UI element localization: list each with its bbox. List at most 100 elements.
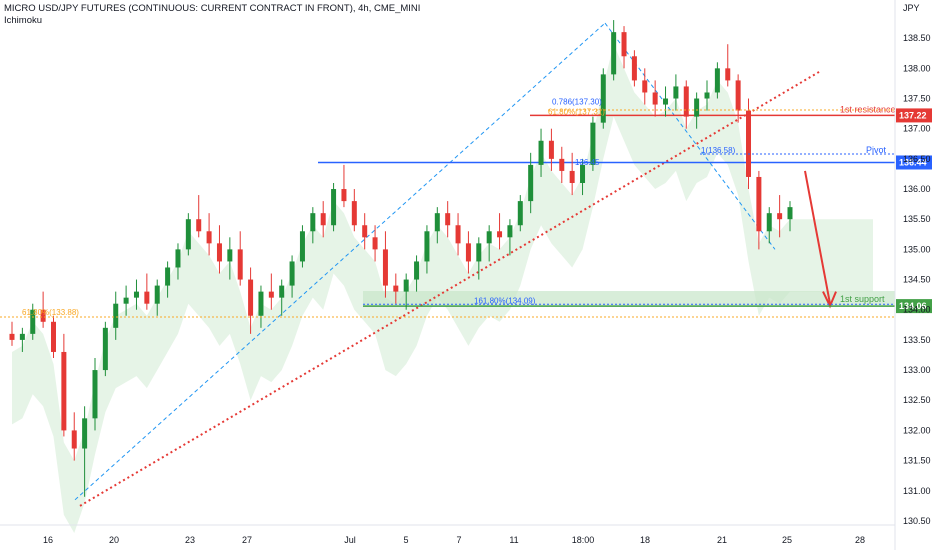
y-tick-label: 132.00 [903, 425, 931, 435]
fib-label: 136.45 [575, 158, 600, 167]
candle-body [652, 92, 658, 105]
candle-body [9, 333, 15, 340]
candle-body [237, 249, 243, 280]
candle-body [746, 110, 752, 177]
candle-body [611, 32, 617, 75]
time-axis[interactable]: 16 20 23 27 Jul 5 7 11 18:00 18 21 25 28 [0, 524, 895, 545]
candle-body [673, 86, 679, 99]
candle-body [683, 86, 689, 117]
y-tick-label: 137.00 [903, 124, 931, 134]
candle-body [393, 285, 399, 292]
candle-body [382, 249, 388, 286]
candle-body [486, 231, 492, 244]
level-annotation: 1st support [840, 294, 885, 304]
candle-body [30, 309, 36, 334]
candle-body [766, 213, 772, 232]
candle-body [362, 225, 368, 238]
fib-label: 61.80%(137.31) [548, 108, 605, 117]
support-zone-rect [363, 291, 895, 307]
candle-body [445, 213, 451, 226]
candle-body [434, 213, 440, 232]
y-tick-label: 133.00 [903, 365, 931, 375]
candle-body [725, 68, 731, 81]
candle-body [185, 219, 191, 250]
candle-body [455, 225, 461, 244]
chart-title: MICRO USD/JPY FUTURES (CONTINUOUS: CURRE… [4, 3, 421, 14]
y-tick-label: 134.50 [903, 275, 931, 285]
candle-body [258, 291, 264, 316]
ichimoku-cloud-area [12, 44, 873, 533]
candle-body [600, 74, 606, 123]
x-tick-label: 21 [717, 535, 727, 545]
candle-body [279, 285, 285, 298]
x-tick-label: 18 [640, 535, 650, 545]
fib-label: 0.786(137.30) [552, 98, 602, 107]
candle-body [19, 333, 25, 340]
y-tick-label: 138.00 [903, 63, 931, 73]
candle-body [123, 297, 129, 304]
candle-body [590, 122, 596, 165]
candle-body [424, 231, 430, 262]
x-tick-label: 5 [403, 535, 408, 545]
candle-body [559, 158, 565, 171]
x-tick-label: 25 [782, 535, 792, 545]
candle-body [517, 201, 523, 226]
x-tick-label: 20 [109, 535, 119, 545]
x-tick-label: 28 [855, 535, 865, 545]
price-tag [896, 155, 932, 170]
fib-label: 61.80%(133.88) [22, 308, 79, 317]
x-tick-label: 16 [43, 535, 53, 545]
x-tick-label: 27 [242, 535, 252, 545]
y-unit-label: JPY [903, 3, 920, 13]
candle-body [777, 213, 783, 220]
indicator-name: Ichimoku [4, 15, 43, 26]
levels: 137.22 136.44 134.06 [318, 108, 932, 314]
y-tick-label: 136.00 [903, 184, 931, 194]
y-tick-label: 136.50 [903, 154, 931, 164]
candle-body [248, 279, 254, 316]
candle-body [268, 291, 274, 298]
y-tick-label: 133.50 [903, 335, 931, 345]
candle-body [331, 189, 337, 226]
y-tick-label: 135.00 [903, 244, 931, 254]
candle-body [569, 170, 575, 183]
candle-body [175, 249, 181, 268]
price-tag-label: 137.22 [899, 110, 927, 120]
candle-body [497, 231, 503, 238]
y-tick-label: 131.00 [903, 486, 931, 496]
candles [9, 20, 793, 497]
level-annotation: 1st resistance [840, 104, 896, 114]
candle-body [548, 140, 554, 159]
candle-body [61, 351, 67, 431]
candle-body [227, 249, 233, 262]
candle-body [403, 279, 409, 292]
x-tick-label: 11 [509, 535, 518, 545]
chart-header: MICRO USD/JPY FUTURES (CONTINUOUS: CURRE… [4, 3, 420, 27]
candle-body [133, 291, 139, 298]
x-tick-label: 7 [456, 535, 461, 545]
candle-body [165, 267, 171, 286]
candle-body [580, 164, 586, 183]
candle-body [735, 80, 741, 111]
candle-body [642, 80, 648, 93]
candle-body [154, 285, 160, 304]
price-tag-label: 136.44 [899, 157, 927, 167]
price-tag [896, 108, 932, 123]
candle-body [82, 418, 88, 449]
candle-body [372, 237, 378, 250]
y-tick-label: 130.50 [903, 516, 931, 526]
candle-body [351, 201, 357, 226]
fib-swing-line [604, 22, 776, 250]
candle-body [71, 430, 77, 449]
candle-body [341, 189, 347, 202]
candle-body [102, 327, 108, 371]
y-tick-label: 134.00 [903, 305, 931, 315]
x-tick-label: 18:00 [572, 535, 595, 545]
candle-body [507, 225, 513, 238]
candle-body [787, 207, 793, 220]
candle-body [538, 140, 544, 165]
candle-body [50, 321, 56, 352]
price-axis[interactable]: 138.50 138.00 137.50 137.00 136.50 136.00 135.… [894, 0, 931, 550]
ichimoku-cloud [12, 44, 873, 533]
